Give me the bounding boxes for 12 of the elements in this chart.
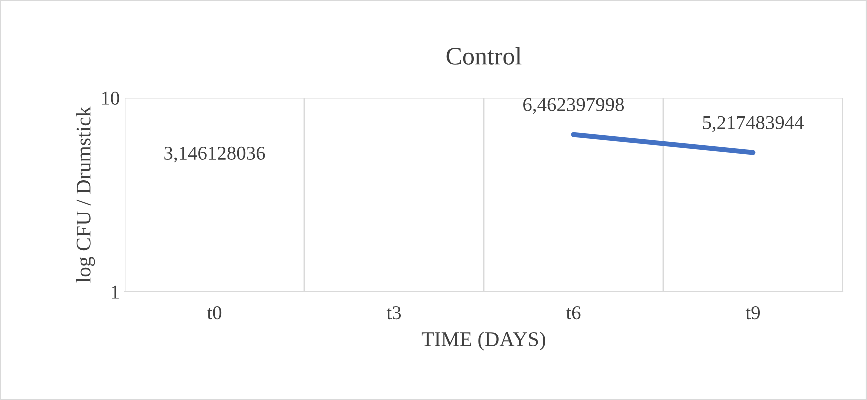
y-tick-label: 10 [102,92,120,105]
data-label: 6,462397998 [524,98,624,114]
x-axis-title: TIME (DAYS) [422,332,546,351]
y-axis-title: log CFU / Drumstick [76,106,96,283]
y-tick-label: 1 [112,286,119,299]
x-tick-label: t6 [566,306,581,320]
x-tick-label: t3 [386,306,402,320]
chart-title: Control [446,47,522,65]
annotation: 3,146128036 [164,146,266,163]
x-tick-label: t9 [746,306,760,320]
data-label: 5,217483944 [703,116,804,132]
x-tick-label: t0 [207,306,222,320]
